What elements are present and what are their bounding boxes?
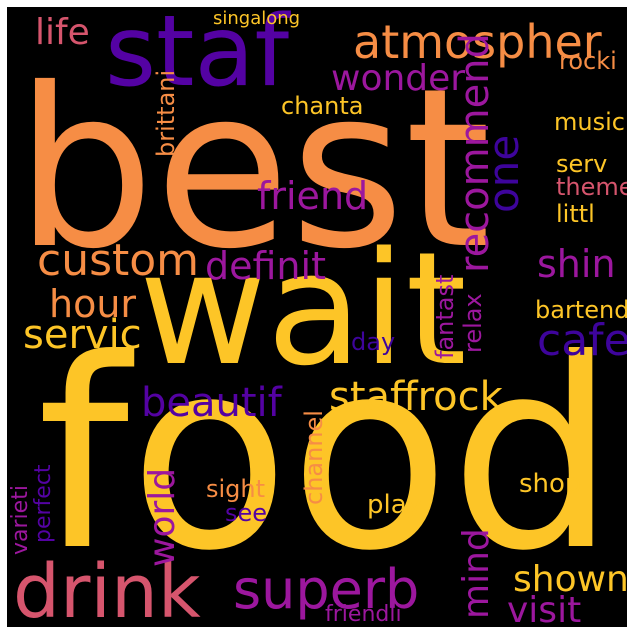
word-hour: hour xyxy=(49,282,137,326)
word-cafe: cafe xyxy=(537,315,627,366)
word-wait: wait xyxy=(139,218,467,400)
word-littl: littl xyxy=(556,200,595,228)
word-see: see xyxy=(225,499,268,527)
word-life: life xyxy=(35,12,90,53)
word-shop: shop xyxy=(519,469,582,499)
word-day: day xyxy=(351,328,396,356)
word-relax: relax xyxy=(459,293,487,353)
word-perfect: perfect xyxy=(31,464,56,543)
word-serv: serv xyxy=(556,150,608,178)
word-friendli: friendli xyxy=(325,602,402,627)
word-custom: custom xyxy=(37,235,200,286)
word-visit: visit xyxy=(507,590,582,628)
word-beautif: beautif xyxy=(141,380,282,426)
word-brittani: brittani xyxy=(152,69,180,157)
word-mind: mind xyxy=(456,528,497,619)
word-sight: sight xyxy=(206,475,266,503)
word-shin: shin xyxy=(537,242,616,286)
word-servic: servic xyxy=(23,312,142,358)
word-world: world xyxy=(142,467,183,567)
word-music: music xyxy=(554,108,625,136)
word-best: best xyxy=(15,41,491,297)
word-play: play xyxy=(367,490,423,520)
word-fantast: fantast xyxy=(431,274,459,359)
word-food: food xyxy=(37,303,617,608)
word-friend: friend xyxy=(257,174,369,218)
word-rocki: rocki xyxy=(559,47,617,75)
word-theme: theme xyxy=(556,173,627,201)
word-staf: staf xyxy=(105,7,290,109)
word-singalong: singalong xyxy=(213,8,301,29)
word-cloud: best food wait staf atmospher drink supe… xyxy=(7,7,627,627)
word-channel: channel xyxy=(300,410,328,505)
word-superb: superb xyxy=(233,558,420,621)
word-shown: shown xyxy=(513,559,627,600)
word-chanta: chanta xyxy=(281,92,364,120)
word-bartend: bartend xyxy=(535,296,627,324)
word-staffrock: staffrock xyxy=(329,374,503,420)
word-drink: drink xyxy=(13,549,201,627)
word-atmospher: atmospher xyxy=(353,15,602,69)
word-wonder: wonder xyxy=(331,58,466,99)
word-varieti: varieti xyxy=(8,485,33,555)
word-definit: definit xyxy=(205,244,326,288)
word-one: one xyxy=(479,134,528,213)
